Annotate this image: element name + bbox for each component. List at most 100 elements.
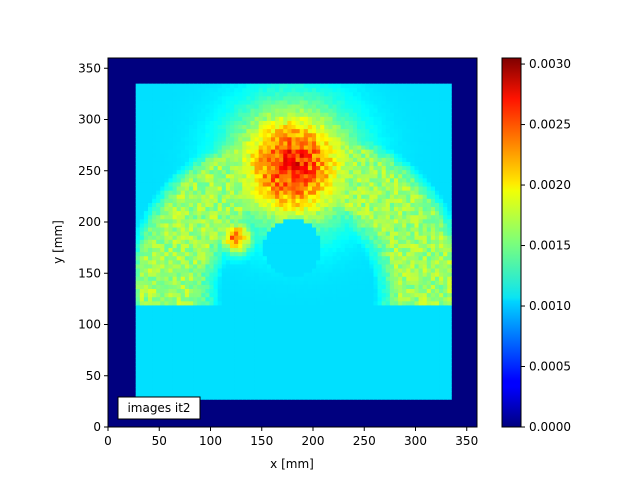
heat-cell (225, 276, 231, 281)
heat-cell (258, 366, 264, 372)
heat-cell (242, 239, 247, 244)
heat-cell (164, 300, 169, 306)
heat-cell (176, 83, 182, 89)
heat-cell (139, 272, 145, 277)
heat-cell (209, 268, 214, 273)
heat-cell (156, 206, 161, 212)
heat-cell (287, 329, 292, 335)
heat-cell (135, 337, 141, 343)
heat-cell (135, 350, 141, 355)
heat-cell (172, 276, 178, 281)
heat-cell (398, 264, 403, 269)
heat-cell (270, 337, 276, 343)
heat-cell (143, 280, 149, 285)
heat-cell (275, 284, 280, 290)
heat-cell (340, 378, 346, 384)
heat-cell (234, 251, 239, 257)
heat-cell (398, 358, 403, 363)
heat-cell (250, 182, 255, 187)
heat-cell (352, 136, 358, 142)
heat-cell (143, 87, 149, 93)
heat-cell (217, 128, 223, 134)
heat-cell (336, 296, 342, 302)
heat-cell (234, 309, 239, 314)
heat-cell (147, 100, 153, 105)
heat-cell (164, 329, 169, 335)
heat-cell (340, 362, 346, 367)
heat-cell (193, 255, 198, 261)
heat-cell (258, 165, 264, 171)
heat-cell (275, 382, 280, 388)
heat-cell (234, 190, 239, 195)
heat-cell (176, 321, 182, 326)
heat-cell (242, 354, 247, 359)
heat-cell (139, 387, 145, 392)
heat-cell (361, 182, 366, 187)
heat-cell (250, 251, 255, 257)
heat-cell (234, 243, 239, 249)
heat-cell (303, 374, 309, 380)
heat-cell (398, 132, 403, 138)
heat-cell (250, 190, 255, 195)
heat-cell (135, 366, 141, 372)
heat-cell (279, 169, 284, 175)
heat-cell (316, 149, 321, 154)
heat-cell (246, 83, 251, 89)
heat-cell (180, 259, 186, 265)
heat-cell (184, 161, 190, 167)
heat-cell (217, 136, 223, 142)
heat-cell (357, 161, 362, 167)
heat-cell (143, 296, 149, 302)
heat-cell (266, 165, 272, 171)
heat-cell (332, 136, 337, 142)
heat-cell (295, 300, 301, 306)
heat-cell (172, 268, 178, 273)
heat-cell (197, 202, 202, 208)
heat-cell (160, 366, 165, 372)
heat-cell (258, 341, 264, 347)
heat-cell (213, 100, 219, 105)
heat-cell (180, 382, 186, 388)
heat-cell (184, 120, 190, 126)
heat-cell (287, 395, 292, 400)
heat-cell (340, 157, 346, 162)
heat-cell (332, 374, 337, 380)
heat-cell (176, 391, 182, 396)
heat-cell (205, 358, 210, 363)
heat-cell (295, 255, 301, 261)
heat-cell (188, 325, 194, 331)
heat-cell (324, 255, 329, 261)
heat-cell (246, 95, 251, 101)
heat-cell (357, 288, 362, 294)
heat-cell (143, 333, 149, 339)
heat-cell (213, 346, 219, 351)
heat-cell (365, 387, 370, 392)
heat-cell (242, 108, 247, 113)
heat-cell (188, 251, 194, 257)
heat-cell (168, 309, 173, 314)
heat-cell (176, 374, 182, 380)
heat-cell (270, 268, 276, 273)
heat-cell (156, 157, 161, 162)
heat-cell (234, 272, 239, 277)
heat-cell (225, 255, 231, 261)
heat-cell (197, 329, 202, 335)
heat-cell (209, 210, 214, 216)
heat-cell (242, 235, 247, 240)
heat-cell (291, 247, 296, 253)
heat-cell (147, 165, 153, 171)
heat-cell (361, 223, 366, 228)
heat-cell (307, 186, 313, 191)
heat-cell (307, 268, 313, 273)
heat-cell (336, 321, 342, 326)
heat-cell (344, 350, 350, 355)
heat-cell (234, 223, 239, 228)
heat-cell (254, 296, 260, 302)
heat-cell (209, 272, 214, 277)
heat-cell (287, 108, 292, 113)
heat-cell (164, 227, 169, 232)
heat-cell (172, 149, 178, 154)
heat-cell (361, 366, 366, 372)
heat-cell (332, 145, 337, 150)
heat-cell (316, 190, 321, 195)
